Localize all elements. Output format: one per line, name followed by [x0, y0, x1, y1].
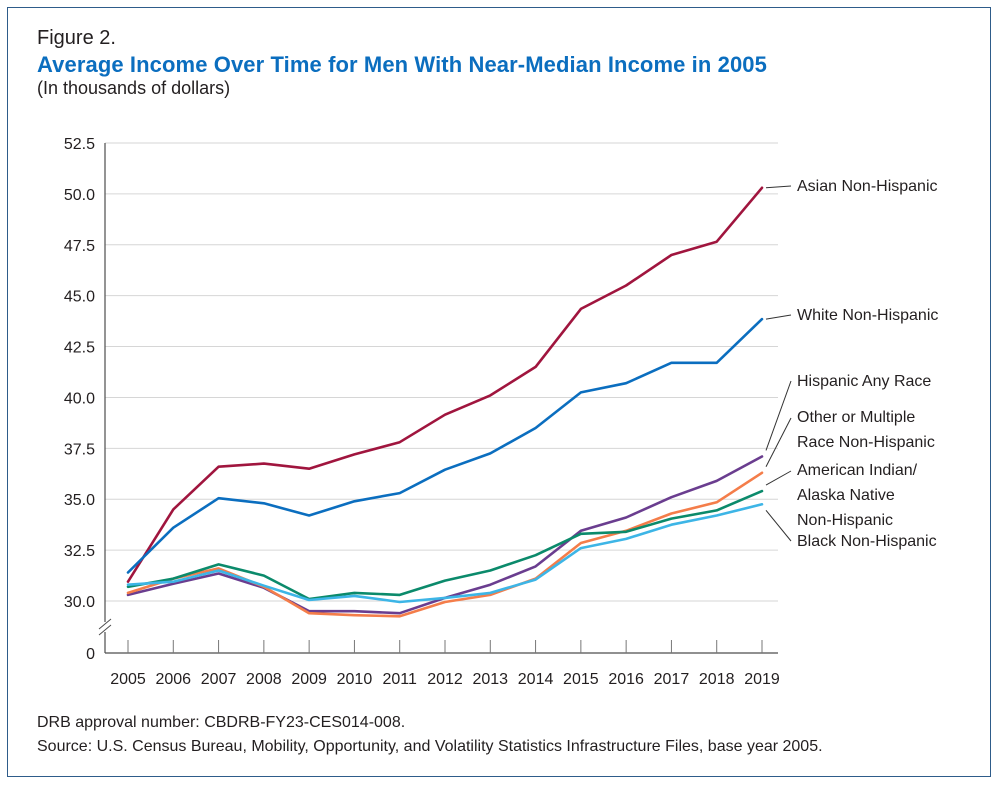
- x-tick-label: 2010: [337, 671, 373, 688]
- y-tick-label: 50.0: [64, 187, 95, 204]
- y-tick-label: 32.5: [64, 543, 95, 560]
- x-tick-label: 2005: [110, 671, 146, 688]
- x-tick-label: 2007: [201, 671, 237, 688]
- legend-label: Alaska Native: [797, 487, 895, 504]
- x-axis-ticks: 2005 2006 2007 2008 2009 2010 2011 2012 2013 2014…: [110, 640, 780, 688]
- y-axis-ticks: 52.5 50.0 47.5 45.0 42.5 40.0 37.5 35.0 32.5 30.0…: [64, 136, 95, 663]
- leader-line: [765, 185, 792, 189]
- series-line-white-non-hispanic: [126, 317, 764, 574]
- series-line-american-indian-alaska-native-non-hispanic: [126, 489, 764, 601]
- x-tick-label: 2018: [699, 671, 735, 688]
- series-line-asian-non-hispanic: [126, 186, 764, 584]
- leader-line: [765, 509, 792, 542]
- series-line-other-or-multiple-race-non-hispanic: [126, 471, 764, 618]
- x-tick-label: 2015: [563, 671, 599, 688]
- x-tick-label: 2009: [291, 671, 327, 688]
- leader-line: [765, 314, 792, 320]
- x-tick-label: 2017: [654, 671, 690, 688]
- x-tick-label: 2016: [608, 671, 644, 688]
- legend-label: Asian Non-Hispanic: [797, 178, 938, 195]
- series-line-hispanic-any-race: [126, 455, 764, 615]
- y-tick-label: 52.5: [64, 136, 95, 153]
- x-tick-label: 2011: [383, 671, 418, 688]
- y-tick-label-zero: 0: [86, 646, 95, 663]
- y-tick-label: 30.0: [64, 594, 95, 611]
- legend-label: Non-Hispanic: [797, 512, 893, 529]
- x-tick-label: 2008: [246, 671, 282, 688]
- y-tick-label: 45.0: [64, 289, 95, 306]
- y-tick-label: 40.0: [64, 390, 95, 407]
- legend-label: Other or Multiple: [797, 409, 915, 426]
- series-line-black-non-hispanic: [126, 502, 764, 604]
- figure-label: Figure 2.: [37, 27, 116, 49]
- x-tick-label: 2013: [472, 671, 508, 688]
- series-lines: [126, 186, 764, 618]
- source-note: Source: U.S. Census Bureau, Mobility, Op…: [37, 738, 823, 755]
- legend-label: White Non-Hispanic: [797, 307, 938, 324]
- chart-subtitle: (In thousands of dollars): [37, 78, 231, 98]
- x-tick-label: 2014: [518, 671, 554, 688]
- y-tick-label: 47.5: [64, 238, 95, 255]
- x-tick-label: 2019: [744, 671, 780, 688]
- legend-label: Race Non-Hispanic: [797, 434, 935, 451]
- y-tick-label: 37.5: [64, 441, 95, 458]
- gridlines: [105, 142, 778, 602]
- leader-line: [765, 380, 792, 451]
- leader-line: [765, 470, 792, 486]
- y-tick-label: 35.0: [64, 492, 95, 509]
- y-tick-label: 42.5: [64, 340, 95, 357]
- axis-break-mark: [98, 624, 112, 636]
- figure-frame: [7, 7, 991, 777]
- legend-label: Hispanic Any Race: [797, 373, 931, 390]
- axes: [98, 143, 778, 654]
- approval-note: DRB approval number: CBDRB-FY23-CES014-0…: [37, 714, 406, 731]
- x-tick-label: 2012: [427, 671, 463, 688]
- legend: Asian Non-Hispanic White Non-Hispanic Hisp…: [765, 178, 938, 550]
- x-tick-label: 2006: [155, 671, 191, 688]
- legend-label: Black Non-Hispanic: [797, 533, 937, 550]
- leader-line: [765, 417, 792, 467]
- legend-label: American Indian/: [797, 462, 918, 479]
- chart-title: Average Income Over Time for Men With Ne…: [37, 52, 767, 77]
- axis-break-mark: [98, 618, 112, 630]
